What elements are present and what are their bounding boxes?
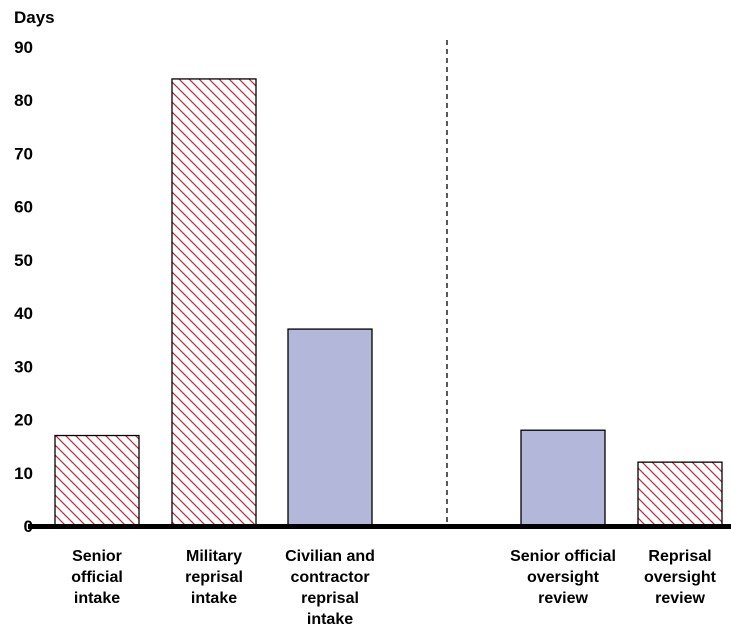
x-tick-label: Military reprisal intake xyxy=(185,548,243,607)
bar xyxy=(287,328,373,527)
x-tick-label: Reprisal oversight review xyxy=(644,548,717,607)
y-tick-label: 20 xyxy=(14,411,33,430)
bar xyxy=(54,434,140,527)
x-tick-label: Senior official intake xyxy=(71,548,123,607)
bar xyxy=(171,78,257,527)
x-axis-labels: Senior official intake Military reprisal inta… xyxy=(71,548,716,628)
y-tick-label: 70 xyxy=(14,144,33,163)
bar xyxy=(520,429,606,527)
y-tick-label: 80 xyxy=(14,91,33,110)
y-axis-label: Days xyxy=(14,8,55,27)
y-tick-label: 40 xyxy=(14,304,33,323)
x-tick-label: Civilian and contractor reprisal intake xyxy=(285,548,375,628)
y-tick-label: 30 xyxy=(14,357,33,376)
x-tick-label: Senior official oversight review xyxy=(510,548,616,607)
y-tick-label: 60 xyxy=(14,198,33,217)
bars xyxy=(54,78,723,527)
bar xyxy=(637,461,723,527)
y-tick-label: 10 xyxy=(14,464,33,483)
y-tick-label: 90 xyxy=(14,38,33,57)
y-tick-label: 50 xyxy=(14,251,33,270)
y-axis-ticks: 0102030405060708090 xyxy=(14,38,33,536)
x-axis-baseline xyxy=(28,524,731,529)
